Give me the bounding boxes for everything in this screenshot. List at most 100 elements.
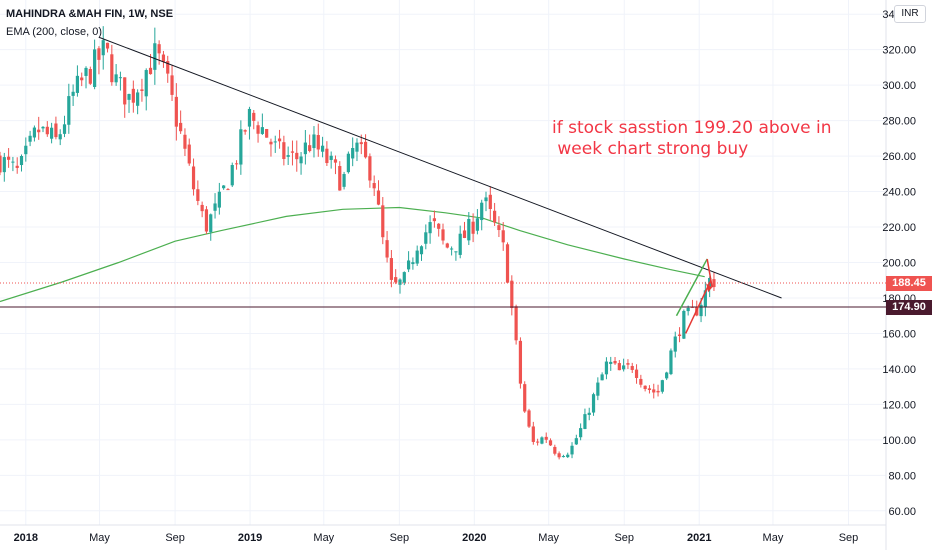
candle-body [75, 75, 80, 93]
candle-body [157, 44, 161, 54]
candle-body [131, 88, 135, 103]
candle-body [282, 142, 286, 160]
candle-body [363, 141, 368, 158]
candle-body [518, 340, 523, 384]
candle-body [372, 183, 376, 189]
candle-body [656, 390, 660, 393]
candle-body [536, 441, 540, 443]
candle-body [415, 250, 419, 264]
candle-body [256, 125, 260, 134]
candle-body [15, 165, 19, 168]
candle-body [639, 378, 643, 385]
candle-body [480, 202, 484, 221]
candle-body [148, 67, 153, 75]
candle-body [579, 428, 583, 438]
candle-body [7, 156, 11, 160]
candle-body [174, 96, 178, 127]
x-tick-label: 2018 [14, 532, 38, 544]
time-axis[interactable]: 2018 May Sep 2019 May Sep 2020 May Sep 2021 May Sep [14, 532, 859, 544]
candle-body [200, 204, 204, 212]
last-price-badge: 188.45 [886, 275, 932, 291]
candle-body [484, 197, 488, 202]
candle-body [140, 89, 144, 91]
candle-body [325, 148, 329, 164]
ema-study-label[interactable]: EMA (200, close, 0) [6, 26, 102, 38]
candle-body [19, 156, 24, 166]
candle-body [230, 165, 234, 186]
candle-body [673, 336, 677, 352]
currency-button[interactable]: INR [894, 5, 926, 23]
candle-body [523, 384, 527, 412]
candle-body [557, 453, 561, 458]
candle-body [634, 369, 639, 378]
candle-body [316, 135, 320, 150]
candle-body [226, 189, 230, 191]
candle-body [338, 166, 342, 191]
candle-body [88, 68, 92, 84]
support-price-badge: 174.90 [886, 300, 932, 316]
candle-body [419, 246, 424, 255]
candle-body [58, 134, 62, 140]
candle-body [252, 112, 256, 121]
candle-body [389, 258, 393, 280]
candle-body [432, 218, 436, 222]
candle-body [488, 194, 492, 209]
candle-body [269, 141, 273, 145]
candle-body [286, 155, 290, 157]
candle-body [299, 156, 303, 164]
candle-body [351, 148, 355, 159]
y-tick-label: 100.00 [882, 435, 916, 447]
x-tick-label: 2019 [238, 532, 262, 544]
candle-body [622, 365, 626, 370]
candle-body [290, 151, 295, 153]
candle-body [355, 142, 359, 152]
candle-body [583, 414, 587, 429]
candle-body [647, 388, 652, 391]
candle-body [458, 233, 462, 255]
x-tick-label: Sep [390, 532, 410, 544]
candle-body [574, 438, 578, 445]
candle-body [630, 366, 634, 370]
annotation-text[interactable]: if stock sasstion 199.20 above in week c… [552, 118, 832, 160]
candle-body [303, 142, 307, 155]
candle-body [37, 129, 41, 133]
wedge-arrow-head [706, 283, 713, 293]
candle-body [243, 130, 247, 132]
wedge-upper-line [675, 258, 708, 317]
price-axis[interactable]: 60.0080.00100.00120.00140.00160.00180.00… [882, 9, 916, 518]
candle-body [170, 75, 174, 95]
candle-body [273, 141, 277, 143]
y-tick-label: 300.00 [882, 80, 916, 92]
candle-body [394, 277, 398, 283]
candle-body [123, 77, 127, 105]
candle-body [67, 96, 71, 125]
candle-body [548, 440, 553, 446]
y-tick-label: 160.00 [882, 328, 916, 340]
candle-body [260, 127, 264, 134]
x-tick-label: Sep [614, 532, 634, 544]
candle-body [471, 221, 475, 234]
y-tick-label: 240.00 [882, 187, 916, 199]
grid-lines [0, 0, 887, 550]
candle-body [127, 93, 131, 100]
candle-body [277, 138, 282, 142]
candle-body [28, 135, 32, 142]
candle-body [32, 127, 37, 138]
candle-body [510, 280, 514, 309]
candle-body [239, 129, 243, 165]
candle-body [527, 410, 531, 427]
candle-body [191, 166, 196, 190]
candle-body [626, 363, 630, 365]
candle-body [596, 382, 600, 396]
candle-body [467, 218, 471, 241]
candle-body [441, 229, 445, 241]
y-tick-label: 200.00 [882, 258, 916, 270]
candle-body [234, 163, 239, 165]
resistance-trendline [98, 36, 782, 299]
drawing-overlays [0, 36, 886, 334]
wedge-arrow-line [706, 258, 713, 288]
candle-body [24, 145, 28, 155]
candle-body [217, 191, 221, 208]
symbol-title[interactable]: MAHINDRA &MAH FIN, 1W, NSE [6, 8, 174, 20]
